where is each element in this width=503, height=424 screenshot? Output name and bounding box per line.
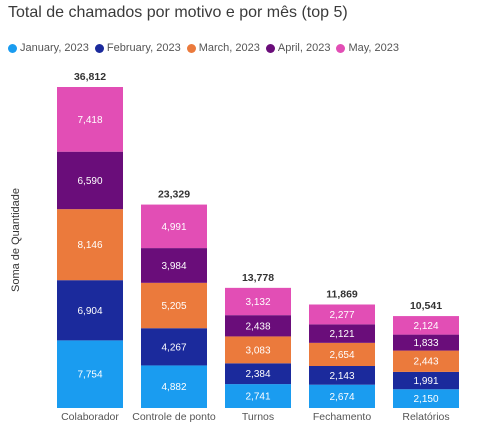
x-tick-label: Fechamento — [313, 411, 372, 423]
bar-segment[interactable] — [141, 282, 207, 329]
bar-segment[interactable] — [225, 315, 291, 337]
bar-segment[interactable] — [393, 350, 459, 372]
bar-total-label: 36,812 — [74, 71, 106, 83]
bar-value-label: 5,205 — [161, 301, 186, 312]
bar-segment[interactable] — [309, 304, 375, 325]
bar-value-label: 3,083 — [245, 345, 270, 356]
bar-segment[interactable] — [225, 363, 291, 385]
bar-segment[interactable] — [309, 384, 375, 408]
legend-item[interactable]: May, 2023 — [336, 42, 399, 54]
chart-legend: January, 2023 February, 2023 March, 2023 Ap… — [8, 42, 405, 54]
bar-value-label: 4,991 — [161, 222, 186, 233]
bar-value-label: 6,904 — [77, 306, 102, 317]
bar-value-label: 2,384 — [245, 369, 270, 380]
legend-item[interactable]: January, 2023 — [8, 42, 89, 54]
bar-total-label: 23,329 — [158, 189, 190, 201]
bar-value-label: 8,146 — [77, 240, 102, 251]
bar-segment[interactable] — [309, 324, 375, 343]
bar-segment[interactable] — [57, 280, 123, 341]
bar-segment[interactable] — [393, 316, 459, 335]
bar-segment[interactable] — [225, 336, 291, 364]
bar-value-label: 2,121 — [329, 329, 354, 340]
bar-segment[interactable] — [57, 209, 123, 281]
bar-value-label: 2,277 — [329, 310, 354, 321]
bar-segment[interactable] — [225, 287, 291, 316]
legend-item[interactable]: February, 2023 — [94, 42, 181, 54]
legend-label: January, 2023 — [20, 42, 89, 54]
bar-value-label: 2,143 — [329, 371, 354, 382]
legend-label: March, 2023 — [198, 42, 260, 54]
bar-segment[interactable] — [393, 334, 459, 351]
bar-value-label: 2,654 — [329, 350, 354, 361]
bar-segment[interactable] — [141, 365, 207, 408]
bar-value-label: 7,418 — [77, 115, 102, 126]
bar-segment[interactable] — [57, 87, 123, 152]
x-tick-label: Colaborador — [61, 411, 119, 423]
bar-value-label: 4,882 — [161, 382, 186, 393]
legend-label: February, 2023 — [106, 42, 181, 54]
bar-segment[interactable] — [141, 204, 207, 249]
bar-value-label: 4,267 — [161, 342, 186, 353]
legend-marker-icon — [94, 43, 104, 53]
bar-segment[interactable] — [141, 328, 207, 366]
x-tick-label: Turnos — [242, 411, 274, 423]
legend-marker-icon — [336, 43, 346, 53]
x-tick-label: Controle de ponto — [132, 411, 216, 423]
bar-segment[interactable] — [393, 371, 459, 390]
legend-marker-icon — [186, 43, 196, 53]
chart-title: Total de chamados por motivo e por mês (… — [8, 4, 348, 21]
x-tick-label: Relatórios — [402, 411, 449, 423]
legend-item[interactable]: March, 2023 — [186, 42, 260, 54]
bar-value-label: 6,590 — [77, 176, 102, 187]
bar-value-label: 2,150 — [413, 394, 438, 405]
bar-value-label: 7,754 — [77, 370, 102, 381]
bar-value-label: 3,132 — [245, 297, 270, 308]
bar-segment[interactable] — [309, 342, 375, 366]
bar-value-label: 1,991 — [413, 376, 438, 387]
legend-marker-icon — [8, 43, 17, 53]
bar-segment[interactable] — [57, 151, 123, 210]
bar-segment[interactable] — [57, 340, 123, 408]
bar-value-label: 2,438 — [245, 321, 270, 332]
y-axis-title: Soma de Quantidade — [10, 188, 22, 292]
bar-segment[interactable] — [393, 389, 459, 408]
bar-value-label: 1,833 — [413, 338, 438, 349]
legend-label: April, 2023 — [277, 42, 331, 54]
bar-segment[interactable] — [225, 384, 291, 408]
bar-total-label: 10,541 — [410, 300, 442, 312]
legend-marker-icon — [265, 43, 275, 53]
legend-item[interactable]: April, 2023 — [265, 42, 331, 54]
bar-value-label: 2,741 — [245, 392, 270, 403]
bar-value-label: 3,984 — [161, 261, 186, 272]
bar-segment[interactable] — [309, 365, 375, 385]
legend-label: May, 2023 — [348, 42, 400, 54]
bar-value-label: 2,674 — [329, 392, 354, 403]
bar-total-label: 13,778 — [242, 272, 274, 284]
bar-segment[interactable] — [141, 248, 207, 283]
bar-value-label: 2,443 — [413, 357, 438, 368]
bar-total-label: 11,869 — [326, 289, 358, 301]
bar-value-label: 2,124 — [413, 321, 438, 332]
